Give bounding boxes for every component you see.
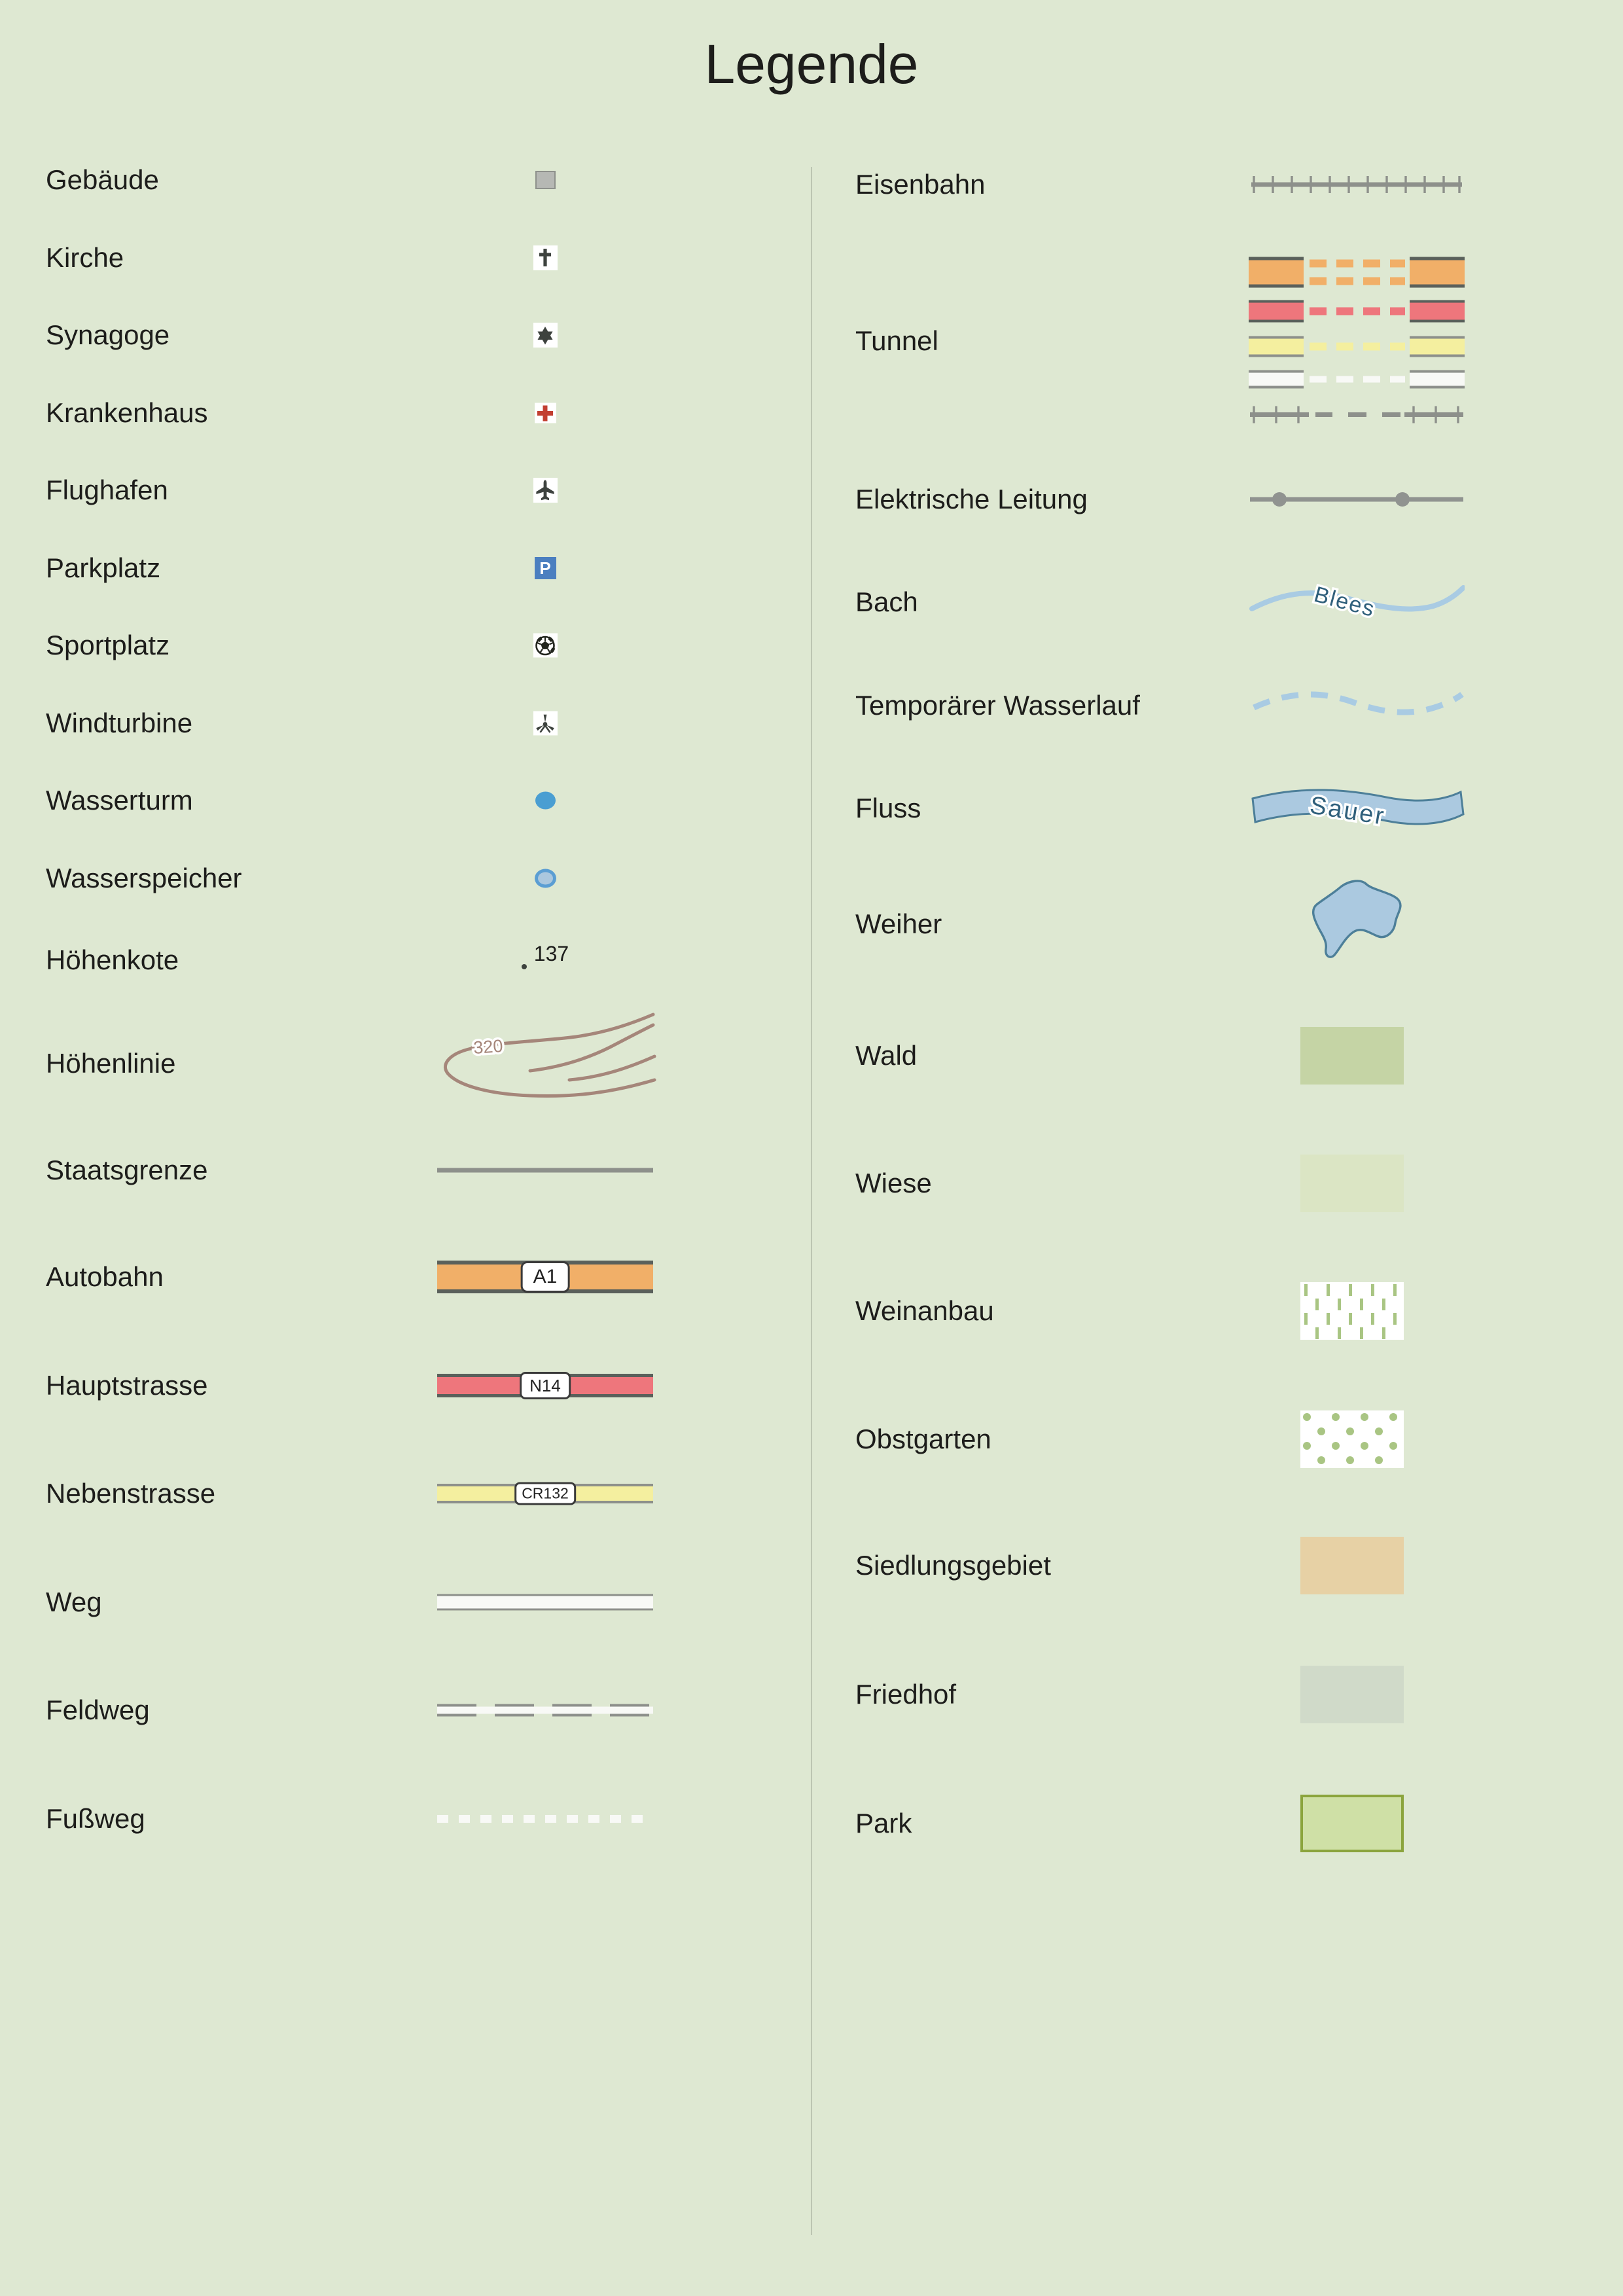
field-track-line	[432, 1704, 658, 1717]
legend-label: Weiher	[855, 908, 942, 939]
meadow-swatch	[1300, 1155, 1404, 1212]
legend-label: Fluss	[855, 792, 921, 823]
legend-label: Feldweg	[46, 1694, 150, 1725]
motorway-line: A1	[432, 1261, 658, 1293]
parking-letter: P	[534, 557, 556, 579]
power-line-symbol	[1249, 490, 1465, 509]
legend-label: Eisenbahn	[855, 168, 986, 200]
tunnel-symbols	[1249, 257, 1465, 425]
synagogue-icon	[432, 323, 658, 348]
church-icon	[432, 245, 658, 270]
building-square-icon	[535, 171, 556, 189]
tunnel-railway	[1249, 404, 1465, 425]
spot-height-value: 137	[533, 942, 569, 965]
legend-label: Autobahn	[46, 1261, 164, 1292]
legend-label: Krankenhaus	[46, 397, 208, 428]
legend-label: Weinanbau	[855, 1295, 994, 1326]
tunnel-motorway	[1249, 257, 1465, 288]
legend-label: Wiese	[855, 1167, 932, 1198]
legend-label: Obstgarten	[855, 1423, 991, 1454]
legend-label: Tunnel	[855, 325, 938, 356]
parking-icon: P	[432, 557, 658, 579]
legend-label: Bach	[855, 586, 918, 617]
reservoir-icon	[432, 869, 658, 888]
tunnel-track	[1249, 370, 1465, 389]
legend-label: Staatsgrenze	[46, 1154, 208, 1185]
legend-label: Windturbine	[46, 707, 193, 738]
legend-label: Kirche	[46, 242, 124, 273]
cemetery-swatch	[1300, 1666, 1404, 1723]
legend-label: Höhenkote	[46, 944, 179, 975]
legend-label: Hauptstrasse	[46, 1369, 208, 1401]
tunnel-main-road	[1249, 300, 1465, 323]
tunnel-secondary-road	[1249, 336, 1465, 357]
legend-label: Fußweg	[46, 1803, 145, 1834]
national-border-line	[432, 1168, 658, 1173]
park-swatch	[1300, 1795, 1404, 1852]
intermittent-stream-symbol	[1249, 685, 1465, 726]
column-divider	[811, 167, 812, 2235]
legend-label: Parkplatz	[46, 552, 161, 583]
legend-label: Wasserturm	[46, 784, 193, 816]
legend-label: Synagoge	[46, 319, 170, 350]
spot-height-symbol: 137	[432, 943, 658, 971]
legend-label: Park	[855, 1807, 912, 1839]
svg-text:320: 320	[473, 1036, 503, 1058]
secondary-road-line: CR132	[432, 1482, 658, 1505]
railway-line	[1249, 173, 1465, 196]
sports-field-icon	[432, 633, 658, 658]
legend-label: Friedhof	[855, 1678, 957, 1710]
stream-name-label: Blees	[1311, 582, 1378, 622]
legend-label: Temporärer Wasserlauf	[855, 689, 1140, 721]
settlement-swatch	[1300, 1537, 1404, 1594]
legend-label: Sportplatz	[46, 629, 170, 660]
legend-label: Wasserspeicher	[46, 862, 242, 893]
orchard-swatch	[1300, 1410, 1404, 1468]
legend-label: Gebäude	[46, 164, 159, 195]
legend-label: Weg	[46, 1586, 102, 1617]
wind-turbine-icon	[432, 711, 658, 736]
legend-label: Siedlungsgebiet	[855, 1549, 1051, 1581]
building-swatch	[432, 171, 658, 189]
legend-label: Elektrische Leitung	[855, 483, 1088, 514]
motorway-ref-badge: A1	[520, 1261, 570, 1293]
legend-label: Flughafen	[46, 474, 168, 505]
legend-label: Nebenstrasse	[46, 1477, 216, 1509]
airport-icon	[432, 478, 658, 503]
footpath-line	[432, 1815, 658, 1823]
track-line	[432, 1594, 658, 1611]
hospital-icon	[432, 403, 658, 423]
legend-label: Höhenlinie	[46, 1047, 176, 1079]
contour-lines-symbol: 320 320	[432, 1008, 658, 1119]
secondary-road-ref-badge: CR132	[514, 1482, 576, 1505]
main-road-ref-badge: N14	[520, 1372, 571, 1399]
water-tower-icon	[432, 791, 658, 810]
stream-symbol: Blees Blees	[1249, 572, 1465, 632]
page-title: Legende	[704, 33, 919, 95]
contour-value: 320	[473, 1036, 503, 1058]
spot-height-dot	[521, 964, 527, 969]
legend-label: Wald	[855, 1039, 918, 1071]
pond-symbol	[1249, 877, 1465, 971]
main-road-line: N14	[432, 1372, 658, 1399]
river-symbol: Sauer Sauer	[1249, 780, 1465, 836]
forest-swatch	[1300, 1027, 1404, 1085]
vineyard-swatch	[1300, 1282, 1404, 1340]
